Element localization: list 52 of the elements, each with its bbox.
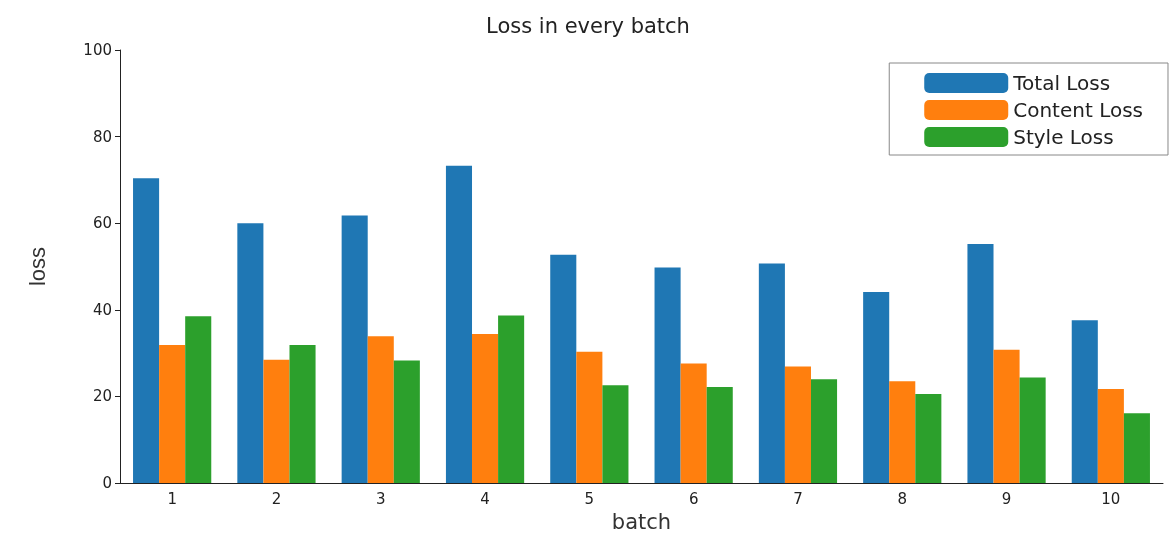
x-tick-label: 2 — [271, 489, 282, 508]
x-tick-label: 9 — [1001, 489, 1012, 508]
bar — [576, 351, 603, 484]
chart-title: Loss in every batch — [486, 13, 690, 38]
bar — [758, 263, 785, 484]
bar — [602, 385, 629, 484]
x-tick-label: 4 — [480, 489, 490, 508]
y-axis-title: loss — [24, 246, 50, 287]
legend-label: Content Loss — [1013, 98, 1143, 122]
bar — [472, 334, 499, 484]
bar — [159, 344, 186, 484]
bar — [498, 315, 525, 484]
bar — [393, 360, 420, 484]
x-tick-label: 5 — [584, 489, 595, 508]
x-tick-label: 8 — [897, 489, 908, 508]
y-tick-label: 100 — [83, 41, 112, 59]
y-tick-label: 80 — [92, 127, 112, 146]
bar — [680, 363, 707, 484]
bar — [263, 359, 290, 484]
y-tick-label: 60 — [92, 214, 112, 233]
bar — [654, 267, 681, 484]
bar — [1071, 320, 1098, 484]
bar — [784, 366, 811, 484]
bar — [289, 344, 316, 484]
bar — [341, 215, 368, 484]
x-tick-label: 1 — [167, 489, 177, 508]
bar — [1019, 377, 1046, 484]
bar — [863, 292, 890, 484]
y-tick-label: 40 — [92, 300, 112, 319]
bar — [889, 381, 916, 484]
bar — [1097, 389, 1124, 484]
legend-label: Total Loss — [1012, 71, 1111, 95]
y-tick-label: 20 — [92, 387, 112, 406]
x-tick-label: 3 — [375, 489, 386, 508]
bar — [133, 178, 160, 484]
bar — [1123, 413, 1150, 484]
bar — [810, 379, 838, 484]
bar — [550, 254, 577, 484]
x-tick-label: 7 — [793, 489, 803, 508]
bar — [237, 223, 264, 484]
bar — [967, 244, 994, 484]
x-axis-title: batch — [611, 509, 672, 534]
y-tick-label: 0 — [102, 474, 112, 493]
x-tick-label: 6 — [688, 489, 699, 508]
bar — [185, 316, 212, 484]
bar — [445, 165, 473, 484]
x-tick-label: 10 — [1101, 489, 1121, 508]
bar — [367, 336, 394, 484]
bar — [993, 349, 1020, 484]
bar — [706, 386, 733, 484]
legend-label: Style Loss — [1013, 125, 1114, 149]
bar — [915, 393, 942, 484]
